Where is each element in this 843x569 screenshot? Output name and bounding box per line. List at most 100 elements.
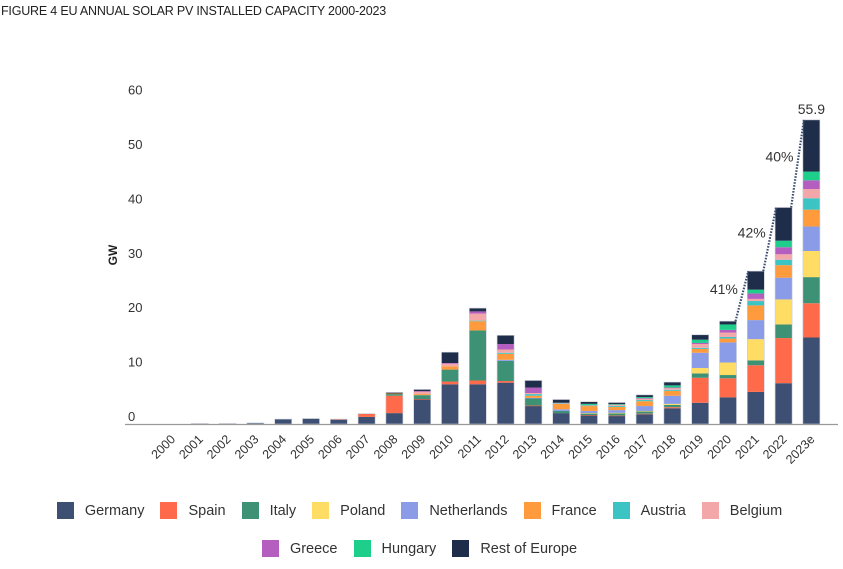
bar-segment-austria-2011 <box>469 320 487 322</box>
x-tick-label: 2004 <box>260 432 290 462</box>
x-tick-label: 2015 <box>566 432 596 462</box>
bar-segment-austria-2020 <box>719 336 737 339</box>
bar-segment-spain-2012 <box>497 381 515 383</box>
bar-segment-greece-2019 <box>691 342 709 345</box>
legend-item-netherlands: Netherlands <box>401 502 511 519</box>
bar-segment-germany-2019 <box>691 402 709 424</box>
bar-segment-italy-2011 <box>469 330 487 381</box>
bar-segment-belgium-2014 <box>552 402 570 404</box>
bar-segment-spain-2018 <box>663 407 681 409</box>
bar-segment-belgium-2018 <box>663 388 681 390</box>
bar-segment-rest-of-europe-2012 <box>497 335 515 345</box>
bar-segment-germany-2010 <box>441 384 459 424</box>
bar-segment-belgium-2023e <box>802 188 820 199</box>
bar-segment-greece-2021 <box>747 293 765 299</box>
bar-segment-austria-2023e <box>802 198 820 210</box>
bar-segment-netherlands-2022 <box>775 277 793 300</box>
bar-segment-germany-2023e <box>802 337 820 424</box>
y-tick-label: 30 <box>128 246 142 261</box>
bar-segment-france-2017 <box>636 401 654 407</box>
bar-segment-hungary-2023e <box>802 171 820 181</box>
bar-segment-netherlands-2012 <box>497 359 515 361</box>
bar-segment-netherlands-2019 <box>691 352 709 368</box>
x-tick-label: 2003 <box>232 432 262 462</box>
bar-segment-belgium-2016 <box>608 404 626 406</box>
bar-segment-germany-2014 <box>552 413 570 424</box>
bar-segment-spain-2021 <box>747 365 765 392</box>
bar-segment-rest-of-europe-2008 <box>385 392 403 394</box>
bar-segment-italy-2015 <box>580 413 598 416</box>
bar-segment-spain-2019 <box>691 377 709 403</box>
growth-percentage-label: 41% <box>710 281 738 297</box>
bar-segment-france-2022 <box>775 265 793 278</box>
bar-segment-italy-2022 <box>775 324 793 339</box>
legend-item-germany: Germany <box>56 502 149 519</box>
bar-segment-rest-of-europe-2013 <box>524 380 542 388</box>
bar-segment-italy-2017 <box>636 411 654 414</box>
bar-segment-poland-2019 <box>691 367 709 374</box>
bar-segment-germany-2013 <box>524 406 542 424</box>
legend-item-france: France <box>523 502 601 519</box>
bar-segment-hungary-2017 <box>636 397 654 399</box>
bar-stack-2011 <box>468 307 487 425</box>
legend-label: Spain <box>188 502 226 519</box>
bar-segment-belgium-2009 <box>413 391 431 395</box>
bar-stack-2021 <box>746 270 765 425</box>
y-tick-label: 10 <box>128 355 142 370</box>
bar-segment-greece-2012 <box>497 344 515 350</box>
x-tick-label: 2014 <box>538 432 568 462</box>
bar-segment-germany-2011 <box>469 384 487 424</box>
bar-segment-greece-2009 <box>413 391 431 392</box>
growth-percentage-label: 40% <box>765 149 793 165</box>
legend-item-hungary: Hungary <box>353 540 441 557</box>
y-axis-title: GW <box>106 244 120 265</box>
bar-segment-spain-2023e <box>802 303 820 338</box>
bar-segment-france-2009 <box>413 394 431 396</box>
bar-segment-netherlands-2014 <box>552 409 570 411</box>
bar-segment-hungary-2015 <box>580 403 598 405</box>
bar-segment-netherlands-2021 <box>747 320 765 340</box>
bar-segment-spain-2015 <box>580 415 598 416</box>
bar-segment-italy-2023e <box>802 277 820 304</box>
bar-segment-italy-2010 <box>441 369 459 382</box>
legend-label: Austria <box>640 502 686 519</box>
bar-stack-2022 <box>774 207 793 425</box>
bar-segment-france-2021 <box>747 305 765 321</box>
legend-label: Netherlands <box>429 502 508 519</box>
bar-segment-greece-2023e <box>802 180 820 189</box>
y-tick-label: 40 <box>128 191 142 206</box>
x-tick-label: 2019 <box>677 432 707 462</box>
bar-segment-france-2008 <box>385 393 403 395</box>
bar-segment-belgium-2022 <box>775 254 793 260</box>
bar-segment-belgium-2013 <box>524 392 542 395</box>
x-tick-label: 2021 <box>732 432 762 462</box>
legend-swatch <box>401 502 419 519</box>
legend-item-rest-of-europe: Rest of Europe <box>452 540 581 557</box>
bar-segment-italy-2013 <box>524 398 542 406</box>
bar-segment-netherlands-2013 <box>524 397 542 399</box>
bar-stack-2013 <box>524 380 543 425</box>
x-tick-label: 2011 <box>455 432 484 461</box>
bar-segment-belgium-2011 <box>469 313 487 321</box>
x-tick-label: 2007 <box>343 432 373 462</box>
bar-segment-france-2020 <box>719 338 737 343</box>
bar-segment-france-2015 <box>580 406 598 411</box>
bar-segment-hungary-2016 <box>608 404 626 405</box>
legend-label: Hungary <box>381 540 437 557</box>
legend-item-greece: Greece <box>261 540 342 557</box>
bar-segment-spain-2013 <box>524 405 542 407</box>
legend-swatch <box>612 502 630 519</box>
x-tick-label: 2008 <box>371 432 401 462</box>
bar-segment-spain-2009 <box>413 398 431 400</box>
x-tick-label: 2017 <box>621 432 651 462</box>
bar-stack-2010 <box>441 351 459 425</box>
bar-segment-austria-2013 <box>524 394 542 396</box>
bar-stack-2007 <box>357 413 376 425</box>
bars <box>191 119 821 425</box>
bar-segment-germany-2007 <box>358 416 376 424</box>
bar-segment-spain-2017 <box>636 413 654 415</box>
legend-label: Greece <box>289 540 338 557</box>
bar-stack-2019 <box>691 334 710 425</box>
bar-segment-germany-2016 <box>608 415 626 424</box>
